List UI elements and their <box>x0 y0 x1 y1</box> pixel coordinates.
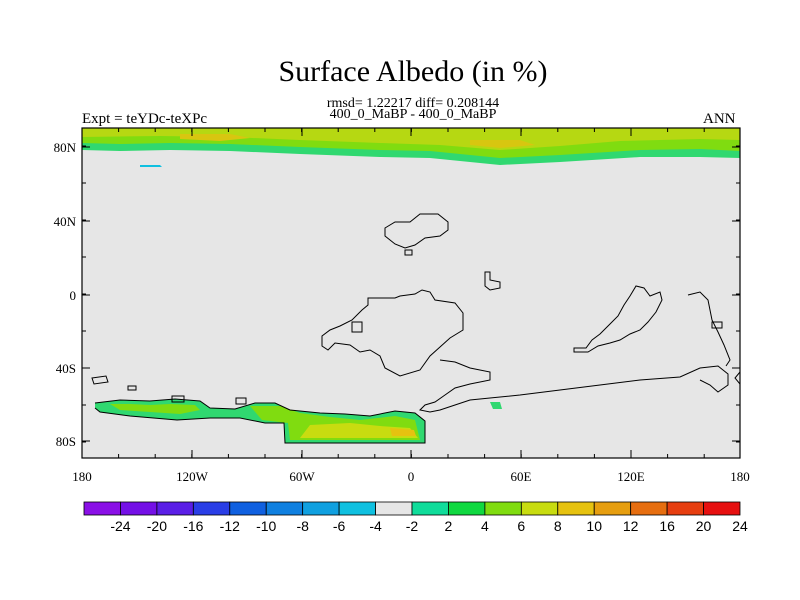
colorbar-swatch <box>520 501 559 516</box>
longitude-tick-label: 60W <box>289 469 315 484</box>
longitude-tick-label: 60E <box>511 469 532 484</box>
colorbar-label: -12 <box>220 518 240 534</box>
colorbar-swatch <box>156 501 194 516</box>
southern-albedo-region <box>95 399 502 443</box>
latitude-tick-label: 80N <box>54 140 77 155</box>
colorbar-label: 20 <box>696 518 712 534</box>
colorbar-label: -20 <box>147 518 167 534</box>
latitude-axis: 80N 40N 0 40S 80S <box>54 140 740 449</box>
period-subtitle: 400_0_MaBP - 400_0_MaBP <box>329 107 497 122</box>
colorbar-label: -6 <box>333 518 346 534</box>
longitude-tick-label: 180 <box>730 469 750 484</box>
latitude-tick-label: 40S <box>56 361 76 376</box>
chart-title: Surface Albedo (in %) <box>278 55 548 88</box>
colorbar-swatch <box>375 501 413 516</box>
colorbar-label: 8 <box>554 518 562 534</box>
colorbar-label: -24 <box>110 518 130 534</box>
colorbar-label: -16 <box>183 518 203 534</box>
colorbar-swatch <box>265 501 304 516</box>
colorbar-swatch <box>192 501 231 516</box>
colorbar-swatch <box>229 501 267 516</box>
latitude-tick-label: 0 <box>70 288 77 303</box>
colorbar-swatch <box>593 501 632 516</box>
longitude-tick-label: 180 <box>72 469 92 484</box>
colorbar-swatch <box>484 501 522 516</box>
arctic-albedo-band <box>82 128 740 167</box>
colorbar-label: 24 <box>732 518 748 534</box>
longitude-axis: 180 120W 60W 0 60E 120E 180 <box>72 128 750 484</box>
longitude-tick-label: 0 <box>408 469 415 484</box>
colorbar-label: 2 <box>445 518 453 534</box>
experiment-label: Expt = teYDc-teXPc <box>82 111 208 127</box>
longitude-tick-label: 120W <box>176 469 209 484</box>
colorbar-label: 16 <box>659 518 675 534</box>
latitude-tick-label: 80S <box>56 434 76 449</box>
colorbar-label: -10 <box>256 518 276 534</box>
colorbar-swatch <box>448 501 486 516</box>
colorbar-label: 12 <box>623 518 639 534</box>
colorbar-swatch <box>338 501 376 516</box>
colorbar-label: 6 <box>517 518 525 534</box>
colorbar-swatch <box>666 501 704 516</box>
colorbar-swatch <box>411 501 449 516</box>
season-label: ANN <box>703 111 736 127</box>
colorbar-swatch <box>83 501 121 516</box>
longitude-tick-label: 120E <box>617 469 645 484</box>
colorbar-swatch <box>630 501 668 516</box>
colorbar-swatch <box>120 501 158 516</box>
colorbar-swatch <box>557 501 595 516</box>
colorbar-label: -4 <box>369 518 382 534</box>
colorbar-label: 4 <box>481 518 489 534</box>
colorbar-label: -2 <box>406 518 419 534</box>
colorbar-label: -8 <box>296 518 309 534</box>
colorbar: -24 -20 -16 -12 -10 -8 -6 -4 -2 2 4 6 8 10 12 16 20 24 <box>83 501 748 534</box>
colorbar-swatch <box>703 501 741 516</box>
colorbar-swatch <box>302 501 340 516</box>
colorbar-label: 10 <box>586 518 602 534</box>
stats-subtitle: rmsd= 1.22217 diff= 0.208144 <box>326 96 500 111</box>
coastlines <box>91 213 741 444</box>
latitude-tick-label: 40N <box>54 214 77 229</box>
